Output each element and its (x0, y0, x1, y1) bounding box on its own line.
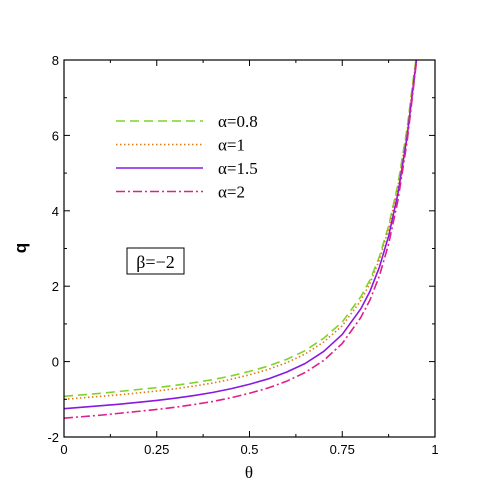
x-tick-label: 0.5 (240, 442, 258, 457)
y-tick-label: 8 (52, 53, 59, 68)
y-axis-label: q (11, 243, 30, 253)
x-tick-label: 0.25 (144, 442, 169, 457)
annotation-box (126, 247, 185, 275)
legend-label: α=2 (218, 183, 245, 202)
legend-label: α=0.8 (218, 112, 258, 131)
series-line-2 (64, 60, 418, 401)
series-line-1 (64, 60, 417, 398)
series-line-3 (64, 60, 418, 410)
x-tick-label: 0 (60, 442, 67, 457)
series-layer (64, 60, 418, 419)
legend-label: α=1 (218, 136, 245, 155)
y-tick-label: 0 (52, 355, 59, 370)
tick-layer (63, 59, 436, 438)
y-tick-label: -2 (47, 430, 59, 445)
legend: α=0.8 α=1 α=1.5 α=2 (116, 112, 258, 202)
annotation-text: β=−2 (136, 252, 174, 272)
x-tick-label: 0.75 (330, 442, 355, 457)
y-tick-label: 2 (52, 279, 59, 294)
y-tick-label: 4 (52, 204, 59, 219)
x-axis-label: θ (245, 463, 253, 482)
series-line-4 (64, 61, 418, 419)
x-tick-label: 1 (431, 442, 438, 457)
y-tick-label: 6 (52, 128, 59, 143)
legend-label: α=1.5 (218, 159, 258, 178)
